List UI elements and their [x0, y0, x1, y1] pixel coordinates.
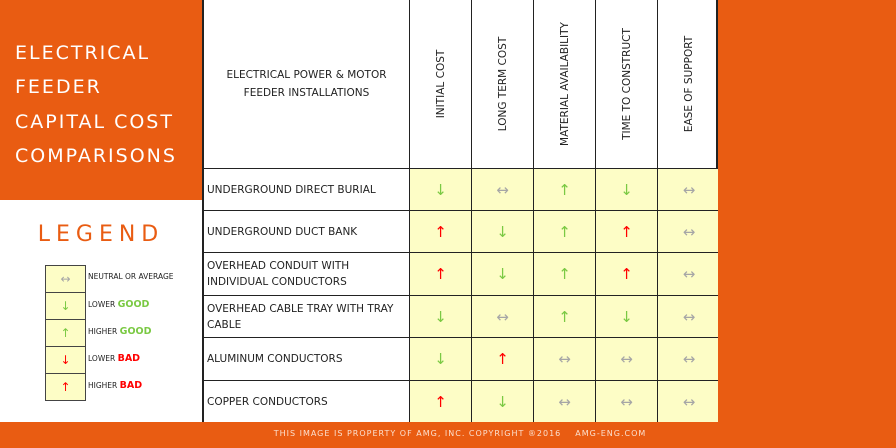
legend-label-emphasis: GOOD [119, 326, 152, 337]
legend-symbol-3-arrow-icon: ↓ [46, 347, 85, 374]
higher-bad-arrow-icon: ↑ [410, 253, 472, 295]
legend-symbol-4-arrow-icon: ↑ [46, 374, 85, 400]
row-label: UNDERGROUND DUCT BANK [204, 211, 410, 252]
legend-symbol-column: ↔ ↓ ↑ ↓ ↑ [45, 265, 86, 401]
table-row: OVERHEAD CONDUIT WITH INDIVIDUAL CONDUCT… [204, 252, 720, 295]
legend-label-emphasis: BAD [117, 353, 141, 364]
neutral-arrow-icon: ↔ [534, 338, 596, 380]
neutral-arrow-icon: ↔ [658, 338, 720, 380]
neutral-arrow-icon: ↔ [596, 381, 658, 422]
neutral-arrow-icon: ↔ [658, 169, 720, 210]
higher-bad-arrow-icon: ↑ [596, 253, 658, 295]
column-header-initial-cost: INITIAL COST [410, 0, 472, 168]
legend-label-text: LOWER [88, 300, 118, 309]
legend-label-3: LOWER BAD [88, 353, 140, 364]
higher-good-arrow-icon: ↑ [534, 296, 596, 337]
higher-bad-arrow-icon: ↑ [472, 338, 534, 380]
legend-label-4: HIGHER BAD [88, 380, 142, 391]
higher-bad-arrow-icon: ↑ [596, 211, 658, 252]
right-decorative-band [718, 0, 896, 448]
table-row: OVERHEAD CABLE TRAY WITH TRAY CABLE ↓ ↔ ↑ ↓ ↔ [204, 295, 720, 337]
neutral-arrow-icon: ↔ [658, 381, 720, 422]
neutral-arrow-icon: ↔ [658, 296, 720, 337]
row-label: COPPER CONDUCTORS [204, 381, 410, 422]
higher-good-arrow-icon: ↑ [534, 253, 596, 295]
lower-good-arrow-icon: ↓ [472, 381, 534, 422]
header-installations: ELECTRICAL POWER & MOTOR FEEDER INSTALLA… [204, 0, 410, 168]
higher-bad-arrow-icon: ↑ [410, 211, 472, 252]
lower-good-arrow-icon: ↓ [472, 211, 534, 252]
column-header-label: TIME TO CONSTRUCT [620, 28, 633, 140]
neutral-arrow-icon: ↔ [658, 211, 720, 252]
website-text: AMG-ENG.COM [575, 429, 647, 438]
neutral-arrow-icon: ↔ [596, 338, 658, 380]
table-row: UNDERGROUND DIRECT BURIAL ↓ ↔ ↑ ↓ ↔ [204, 168, 720, 210]
legend-label-1: LOWER GOOD [88, 299, 149, 310]
table-row: ALUMINUM CONDUCTORS ↓ ↑ ↔ ↔ ↔ [204, 337, 720, 380]
column-header-label: MATERIAL AVAILABILITY [558, 22, 571, 146]
legend-title: LEGEND [37, 222, 165, 247]
table-row: UNDERGROUND DUCT BANK ↑ ↓ ↑ ↑ ↔ [204, 210, 720, 252]
row-label: OVERHEAD CABLE TRAY WITH TRAY CABLE [204, 296, 410, 337]
table-row: COPPER CONDUCTORS ↑ ↓ ↔ ↔ ↔ [204, 380, 720, 422]
copyright-notice: THIS IMAGE IS PROPERTY OF AMG, INC. COPY… [273, 429, 562, 438]
neutral-arrow-icon: ↔ [534, 381, 596, 422]
title-line-4: COMPARISONS [15, 145, 177, 167]
lower-good-arrow-icon: ↓ [410, 169, 472, 210]
title-line-3: CAPITAL COST [15, 111, 174, 133]
legend-label-text: HIGHER [88, 381, 120, 390]
legend-panel: LEGEND ↔ ↓ ↑ ↓ ↑ NEUTRAL OR AVERAGE LOWER GOO… [0, 200, 202, 422]
legend-label-text: LOWER [88, 354, 118, 363]
legend-label-text: HIGHER [88, 327, 120, 336]
row-label: ALUMINUM CONDUCTORS [204, 338, 410, 380]
higher-good-arrow-icon: ↑ [534, 169, 596, 210]
lower-good-arrow-icon: ↓ [410, 338, 472, 380]
legend-label-2: HIGHER GOOD [88, 326, 151, 337]
neutral-arrow-icon: ↔ [658, 253, 720, 295]
higher-bad-arrow-icon: ↑ [410, 381, 472, 422]
lower-good-arrow-icon: ↓ [472, 253, 534, 295]
column-header-label: EASE OF SUPPORT [683, 35, 695, 133]
column-header-material-availability: MATERIAL AVAILABILITY [534, 0, 596, 168]
legend-label-text: NEUTRAL OR AVERAGE [88, 272, 174, 281]
lower-good-arrow-icon: ↓ [596, 169, 658, 210]
neutral-arrow-icon: ↔ [472, 169, 534, 210]
legend-symbol-1-arrow-icon: ↓ [46, 293, 85, 320]
legend-label-0: NEUTRAL OR AVERAGE [88, 272, 174, 281]
column-header-label: INITIAL COST [434, 49, 447, 119]
legend-symbol-0-arrow-icon: ↔ [46, 266, 85, 293]
legend-symbol-2-arrow-icon: ↑ [46, 320, 85, 347]
column-header-label: LONG TERM COST [496, 36, 509, 132]
footer: THIS IMAGE IS PROPERTY OF AMG, INC. COPY… [202, 429, 718, 438]
lower-good-arrow-icon: ↓ [596, 296, 658, 337]
column-header-long-term-cost: LONG TERM COST [472, 0, 534, 168]
title-panel: ELECTRICAL FEEDER CAPITAL COST COMPARISO… [0, 0, 202, 200]
neutral-arrow-icon: ↔ [472, 296, 534, 337]
column-header-time-to-construct: TIME TO CONSTRUCT [596, 0, 658, 168]
column-header-ease-of-support: EASE OF SUPPORT [658, 0, 720, 168]
row-label: UNDERGROUND DIRECT BURIAL [204, 169, 410, 210]
legend-label-emphasis: GOOD [117, 299, 150, 310]
lower-good-arrow-icon: ↓ [410, 296, 472, 337]
row-label: OVERHEAD CONDUIT WITH INDIVIDUAL CONDUCT… [204, 253, 410, 295]
title-line-1: ELECTRICAL [15, 42, 151, 64]
title-line-2: FEEDER [15, 76, 102, 98]
comparison-table: ELECTRICAL POWER & MOTOR FEEDER INSTALLA… [202, 0, 720, 422]
higher-good-arrow-icon: ↑ [534, 211, 596, 252]
legend-label-emphasis: BAD [119, 380, 143, 391]
